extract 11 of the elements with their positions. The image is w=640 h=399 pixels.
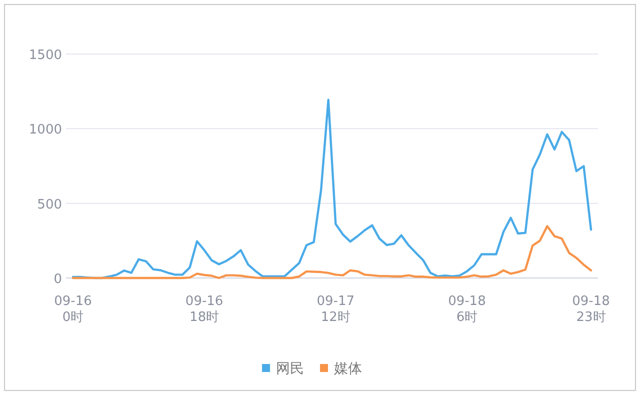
x-tick-label: 09-17 12时 [316, 294, 355, 325]
y-tick-label: 500 [37, 197, 62, 212]
x-tick-label: 09-18 23时 [572, 294, 610, 325]
y-tick-label: 1000 [28, 122, 62, 138]
x-tick-label: 09-16 0时 [54, 294, 92, 325]
y-tick-label: 0 [54, 272, 62, 287]
x-tick-label: 09-16 18时 [185, 294, 224, 325]
y-tick-label: 1500 [28, 48, 62, 63]
x-tick-label: 09-18 6时 [448, 294, 486, 325]
legend-label: 网民 [276, 361, 304, 377]
legend-label: 媒体 [334, 361, 362, 377]
